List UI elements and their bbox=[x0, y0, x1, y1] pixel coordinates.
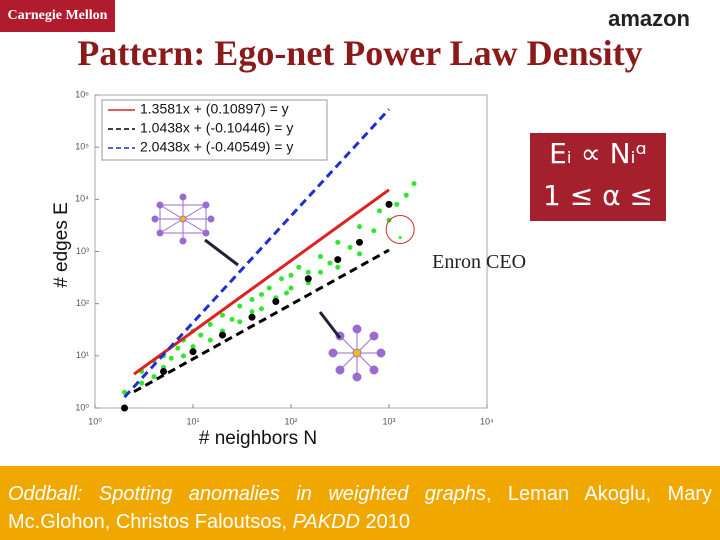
y-tick-label: 10¹ bbox=[76, 350, 89, 360]
arrow bbox=[204, 238, 239, 267]
point bbox=[207, 337, 213, 343]
point bbox=[305, 269, 311, 275]
annotation-point bbox=[398, 235, 402, 239]
legend-label: 1.3581x + (0.10897) = y bbox=[140, 101, 289, 117]
legend-box bbox=[101, 99, 328, 161]
chart: # neighbors N # edges E 10⁰ 10¹ 10² 10³ 10⁴ 1… bbox=[51, 89, 526, 449]
fit-line bbox=[133, 188, 390, 376]
point bbox=[355, 238, 363, 246]
x-tick-label: 10⁰ bbox=[88, 416, 102, 426]
citation-year: 2010 bbox=[359, 511, 411, 533]
point bbox=[139, 380, 145, 386]
x-tick-label: 10² bbox=[284, 416, 297, 426]
logo: Carnegie Mellon bbox=[0, 0, 115, 32]
point bbox=[318, 254, 324, 260]
point bbox=[335, 239, 341, 245]
citation-authors: , Leman Akoglu, Mary Mc.Glohon, Christos… bbox=[8, 483, 712, 533]
y-tick-label: 10⁵ bbox=[75, 142, 89, 152]
citation-title: Oddball: Spotting anomalies in weighted … bbox=[8, 483, 486, 505]
point bbox=[272, 298, 280, 306]
point bbox=[386, 217, 392, 223]
clique-icon bbox=[151, 193, 215, 245]
point bbox=[237, 319, 243, 325]
point bbox=[258, 306, 264, 312]
point bbox=[249, 309, 255, 315]
point bbox=[318, 269, 324, 275]
point bbox=[356, 251, 362, 257]
point bbox=[356, 224, 362, 230]
arrow bbox=[318, 311, 342, 339]
legend-label: 1.0438x + (-0.10446) = y bbox=[140, 120, 293, 136]
point bbox=[266, 285, 272, 291]
point bbox=[151, 374, 157, 380]
point bbox=[159, 368, 167, 376]
point bbox=[248, 313, 256, 321]
point bbox=[249, 297, 255, 303]
point bbox=[327, 260, 333, 266]
citation-venue: PAKDD bbox=[292, 511, 360, 533]
point bbox=[288, 272, 294, 278]
y-tick-label: 10³ bbox=[76, 246, 89, 256]
formula: 1 ≤ α ≤ 2 bbox=[543, 179, 653, 254]
point bbox=[220, 312, 226, 318]
point bbox=[181, 353, 187, 359]
point bbox=[284, 290, 290, 296]
formula: Eᵢ ∝ Nᵢᵅ bbox=[549, 137, 647, 170]
x-tick-label: 10¹ bbox=[186, 416, 199, 426]
fit-line bbox=[123, 108, 391, 399]
point bbox=[385, 200, 393, 208]
point bbox=[347, 244, 353, 250]
point bbox=[258, 291, 264, 297]
y-tick-label: 10⁴ bbox=[75, 194, 89, 204]
legend-label: 2.0438x + (-0.40549) = y bbox=[140, 139, 293, 155]
x-tick-label: 10³ bbox=[382, 416, 395, 426]
annotation-ring bbox=[385, 214, 415, 244]
point bbox=[207, 321, 213, 327]
x-tick-label: 10⁴ bbox=[480, 416, 494, 426]
y-axis-label: # edges E bbox=[51, 202, 72, 288]
point bbox=[189, 348, 197, 356]
point bbox=[334, 256, 342, 264]
point bbox=[335, 264, 341, 270]
point bbox=[190, 344, 196, 350]
point bbox=[229, 316, 235, 322]
point bbox=[237, 303, 243, 309]
formula-box: Eᵢ ∝ Nᵢᵅ 1 ≤ α ≤ 2 bbox=[530, 133, 666, 254]
point bbox=[394, 201, 400, 207]
point bbox=[371, 228, 377, 234]
annotation: Enron CEO bbox=[432, 251, 526, 273]
point bbox=[279, 276, 285, 282]
point bbox=[377, 208, 383, 214]
y-tick-label: 10⁰ bbox=[75, 402, 89, 412]
point bbox=[403, 192, 409, 198]
slide-title: Pattern: Ego-net Power Law Density bbox=[77, 33, 643, 73]
point bbox=[175, 345, 181, 351]
point bbox=[288, 285, 294, 291]
point bbox=[168, 355, 174, 361]
point bbox=[121, 404, 129, 412]
fit-line bbox=[133, 248, 390, 394]
y-tick-label: 10² bbox=[76, 298, 89, 308]
logo: amazon bbox=[608, 6, 690, 31]
y-tick-label: 10⁶ bbox=[75, 89, 89, 99]
point bbox=[296, 264, 302, 270]
x-axis-label: # neighbors N bbox=[199, 428, 317, 449]
citation: Oddball: Spotting anomalies in weighted … bbox=[0, 466, 720, 540]
point bbox=[411, 181, 417, 187]
point bbox=[304, 275, 312, 283]
point bbox=[219, 331, 227, 339]
point bbox=[198, 332, 204, 338]
